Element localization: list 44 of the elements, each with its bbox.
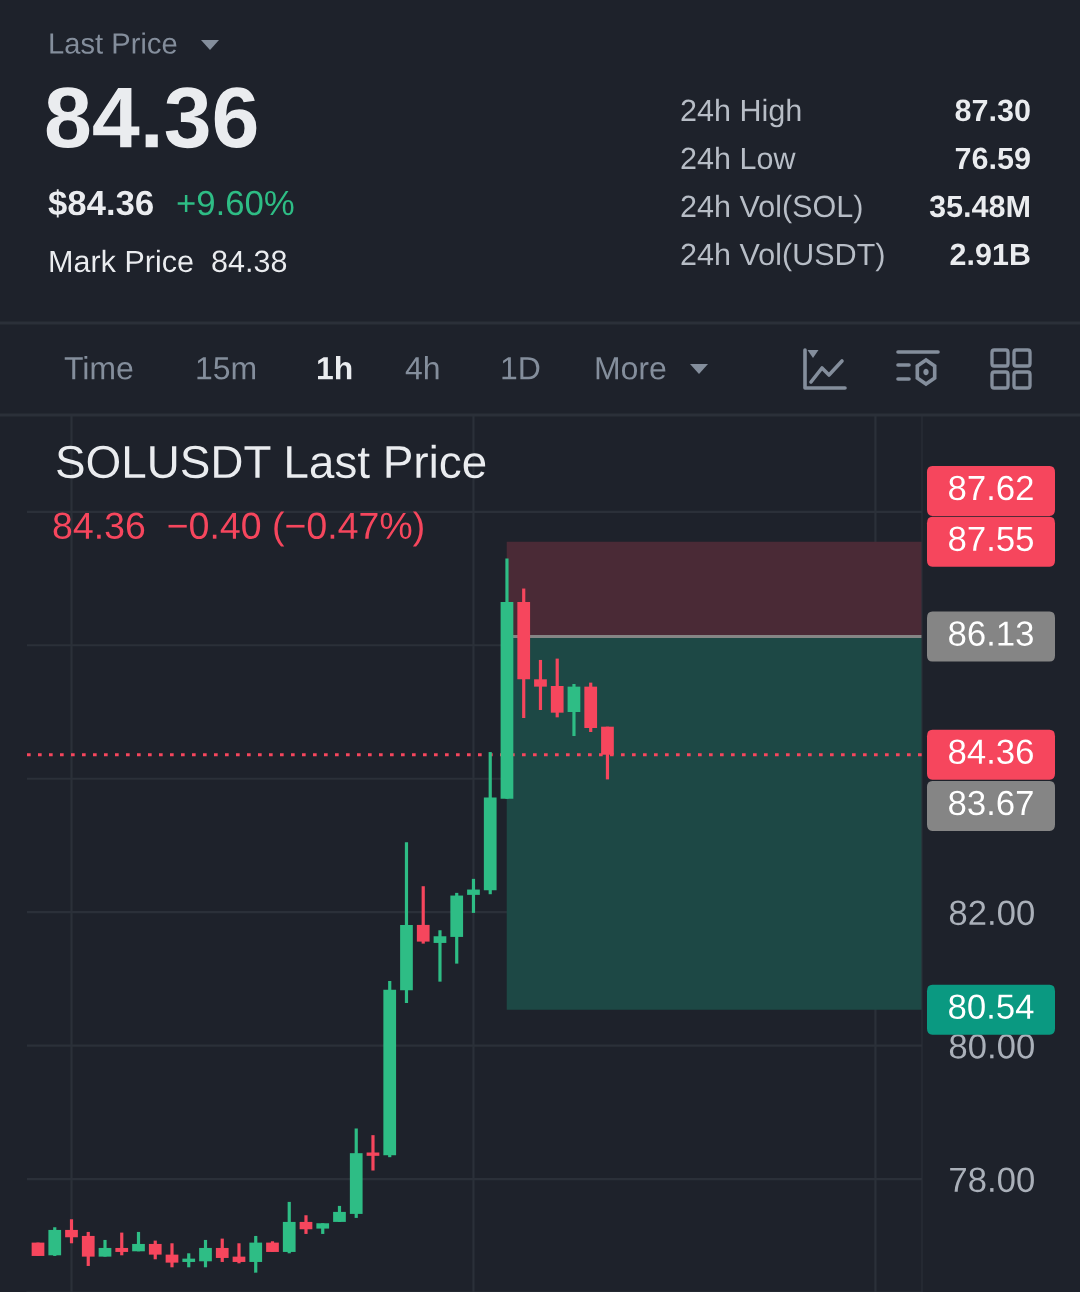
text: 84.36 −0.40 (−0.47%) bbox=[53, 511, 423, 547]
text: 15m bbox=[197, 357, 256, 380]
candlestick bbox=[148, 1240, 162, 1260]
text: 76.59 bbox=[955, 147, 1030, 170]
text: 24h Vol(SOL) bbox=[681, 194, 862, 224]
band-label: 80.54 bbox=[949, 994, 1034, 1019]
text: 24h High bbox=[681, 98, 801, 128]
candlestick bbox=[81, 1230, 95, 1266]
text: 4h bbox=[405, 356, 439, 380]
candlestick bbox=[299, 1215, 313, 1234]
y-tick-label: 82.00 bbox=[949, 900, 1034, 926]
text: +9.60% bbox=[177, 190, 294, 216]
text: 84.38 bbox=[212, 250, 287, 273]
text: Last Price bbox=[50, 32, 177, 54]
y-tick-label: 80.00 bbox=[949, 1034, 1034, 1059]
text: Mark Price bbox=[50, 249, 193, 273]
text: 87.62 bbox=[949, 475, 1033, 501]
ref-line-label: 84.36 bbox=[949, 739, 1033, 765]
candlestick bbox=[467, 877, 480, 913]
candlestick bbox=[433, 930, 447, 982]
text: 35.48M bbox=[929, 195, 1029, 218]
candlestick bbox=[115, 1232, 129, 1256]
candlestick bbox=[165, 1243, 179, 1268]
text: 24h Vol(USDT) bbox=[681, 242, 884, 272]
candlestick bbox=[416, 886, 430, 944]
candlestick bbox=[249, 1234, 263, 1273]
text: 84.36 bbox=[46, 87, 257, 149]
text: 1D bbox=[502, 357, 540, 380]
text: $84.36 bbox=[48, 189, 153, 218]
text: More bbox=[596, 357, 666, 380]
candlestick bbox=[65, 1219, 78, 1244]
candlestick bbox=[199, 1238, 212, 1268]
text: 83.67 bbox=[949, 790, 1033, 816]
band-label: 87.55 bbox=[949, 526, 1033, 552]
ref-line-label: 86.13 bbox=[949, 621, 1033, 646]
text: 2.91B bbox=[950, 243, 1030, 266]
text: 1h bbox=[318, 356, 352, 380]
text: SOLUSDT Last Price bbox=[57, 444, 486, 479]
text: 87.30 bbox=[955, 99, 1030, 122]
y-tick-label: 78.00 bbox=[950, 1167, 1034, 1193]
text: 24h Low bbox=[681, 146, 796, 170]
text: Time bbox=[64, 356, 133, 380]
candlestick bbox=[534, 658, 547, 710]
candlestick bbox=[215, 1238, 229, 1262]
